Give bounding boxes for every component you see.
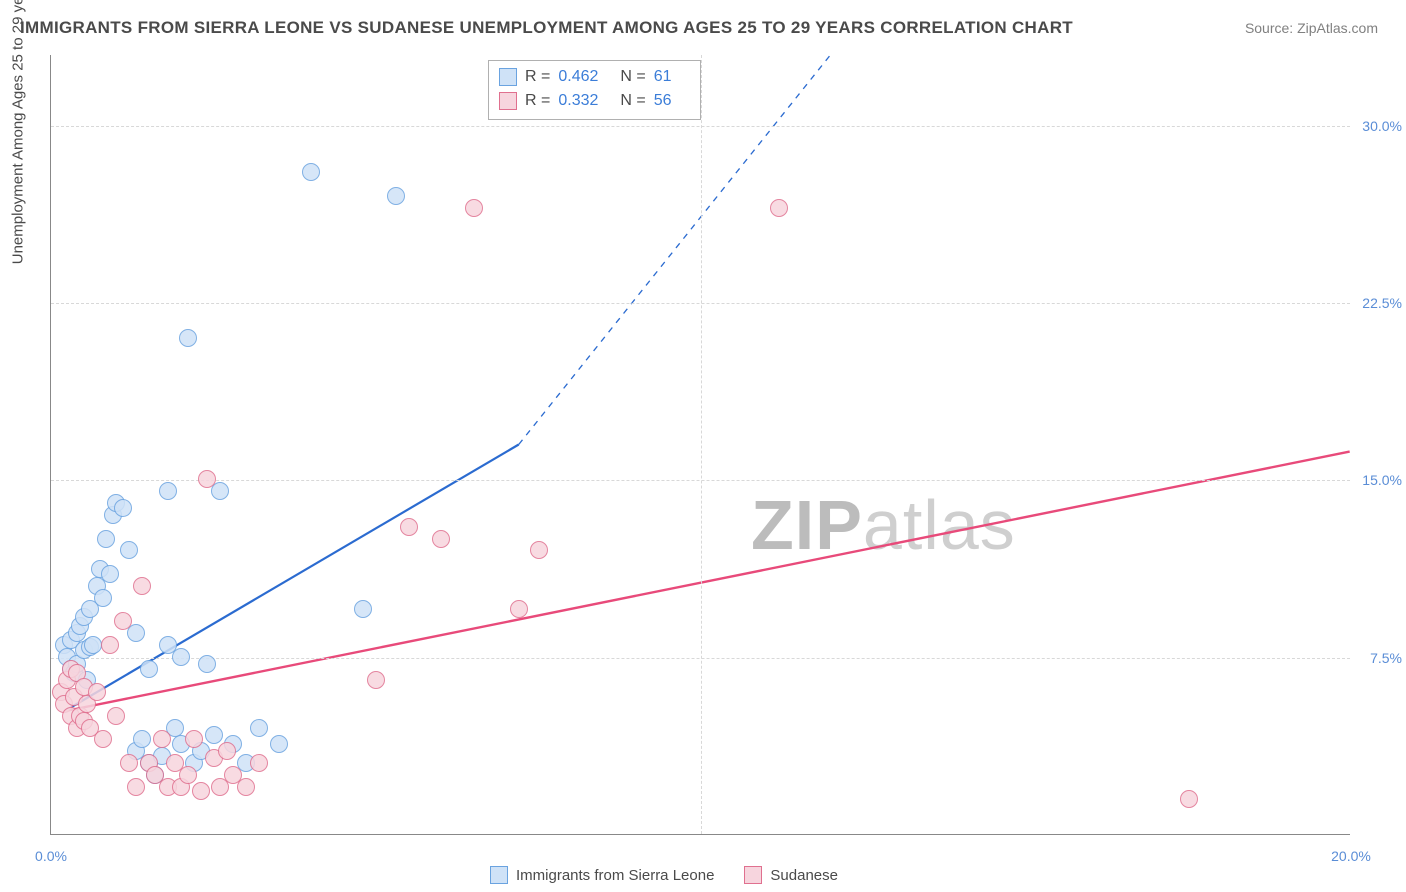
trend-line <box>64 452 1349 712</box>
r-value: 0.462 <box>558 65 598 89</box>
data-point <box>114 612 132 630</box>
data-point <box>387 187 405 205</box>
legend-item: Immigrants from Sierra Leone <box>490 866 714 884</box>
data-point <box>367 671 385 689</box>
data-point <box>159 482 177 500</box>
data-point <box>302 163 320 181</box>
r-value: 0.332 <box>558 89 598 113</box>
data-point <box>120 541 138 559</box>
data-point <box>97 530 115 548</box>
legend-swatch <box>744 866 762 884</box>
source-text: Source: ZipAtlas.com <box>1245 20 1378 36</box>
y-tick-label: 30.0% <box>1362 118 1402 134</box>
data-point <box>198 470 216 488</box>
data-point <box>179 766 197 784</box>
legend-label: Sudanese <box>770 867 838 884</box>
data-point <box>530 541 548 559</box>
data-point <box>432 530 450 548</box>
data-point <box>770 199 788 217</box>
data-point <box>107 707 125 725</box>
data-point <box>400 518 418 536</box>
r-label: R = <box>525 89 550 113</box>
x-tick-label: 0.0% <box>35 848 67 864</box>
legend-swatch <box>499 68 517 86</box>
n-value: 61 <box>654 65 672 89</box>
data-point <box>94 730 112 748</box>
data-point <box>250 719 268 737</box>
data-point <box>140 660 158 678</box>
y-tick-label: 22.5% <box>1362 295 1402 311</box>
data-point <box>198 655 216 673</box>
data-point <box>465 199 483 217</box>
data-point <box>120 754 138 772</box>
n-value: 56 <box>654 89 672 113</box>
data-point <box>133 577 151 595</box>
stats-legend-row: R = 0.332 N = 56 <box>499 89 686 113</box>
data-point <box>1180 790 1198 808</box>
data-point <box>510 600 528 618</box>
data-point <box>270 735 288 753</box>
legend-swatch <box>490 866 508 884</box>
chart-title: IMMIGRANTS FROM SIERRA LEONE VS SUDANESE… <box>20 18 1073 38</box>
legend-label: Immigrants from Sierra Leone <box>516 867 714 884</box>
watermark: ZIPatlas <box>751 485 1016 565</box>
data-point <box>179 329 197 347</box>
trend-line <box>64 445 518 712</box>
data-point <box>114 499 132 517</box>
data-point <box>250 754 268 772</box>
data-point <box>127 778 145 796</box>
stats-legend-row: R = 0.462 N = 61 <box>499 65 686 89</box>
watermark-bold: ZIP <box>751 486 863 564</box>
data-point <box>153 730 171 748</box>
data-point <box>205 726 223 744</box>
n-label: N = <box>620 89 645 113</box>
x-tick-label: 20.0% <box>1331 848 1371 864</box>
data-point <box>185 730 203 748</box>
y-axis-label: Unemployment Among Ages 25 to 29 years <box>10 0 27 264</box>
stats-legend-box: R = 0.462 N = 61 R = 0.332 N = 56 <box>488 60 701 120</box>
n-label: N = <box>620 65 645 89</box>
series-legend: Immigrants from Sierra Leone Sudanese <box>490 866 838 884</box>
data-point <box>101 636 119 654</box>
data-point <box>192 782 210 800</box>
y-tick-label: 15.0% <box>1362 472 1402 488</box>
legend-item: Sudanese <box>744 866 838 884</box>
y-tick-label: 7.5% <box>1370 650 1402 666</box>
data-point <box>237 778 255 796</box>
data-point <box>354 600 372 618</box>
data-point <box>88 683 106 701</box>
legend-swatch <box>499 92 517 110</box>
chart-plot-area: ZIPatlas 7.5%15.0%22.5%30.0%0.0%20.0% <box>50 55 1350 835</box>
watermark-light: atlas <box>863 486 1016 564</box>
data-point <box>172 648 190 666</box>
data-point <box>101 565 119 583</box>
data-point <box>218 742 236 760</box>
r-label: R = <box>525 65 550 89</box>
data-point <box>133 730 151 748</box>
data-point <box>94 589 112 607</box>
gridline-vertical <box>701 55 702 834</box>
